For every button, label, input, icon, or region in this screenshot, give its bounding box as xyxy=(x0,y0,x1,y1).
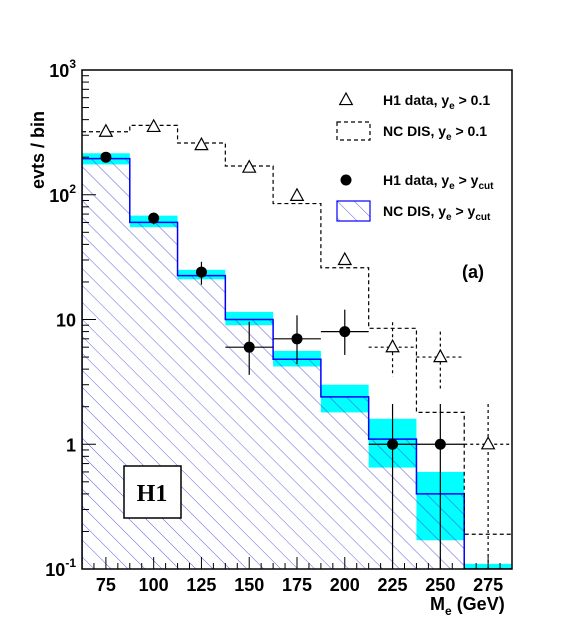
legend-label-part: NC DIS, y xyxy=(383,123,446,139)
circle-point xyxy=(434,438,446,450)
legend-label-part: NC DIS, y xyxy=(383,203,446,219)
legend-label-part: H1 data, y xyxy=(383,92,449,108)
legend-item: H1 data, ye > ycut xyxy=(340,172,494,192)
y-tick-exponent: 3 xyxy=(69,57,76,71)
hatch-bin xyxy=(273,359,321,569)
triangle-point xyxy=(146,118,161,133)
circle-point xyxy=(291,333,303,345)
h1-badge-box xyxy=(123,465,182,519)
legend-dashed-icon xyxy=(336,121,371,141)
mc-cut-outline xyxy=(82,157,512,569)
legend-label-part: cut xyxy=(478,181,494,192)
axes xyxy=(81,75,513,570)
triangle-point xyxy=(98,123,114,137)
panel-tag: (a) xyxy=(462,262,484,282)
legend-label-part: e xyxy=(449,101,455,112)
x-tick-label: 150 xyxy=(234,575,264,595)
legend-label-part: > 0.1 xyxy=(455,92,491,108)
legend-label-part: > 0.1 xyxy=(452,123,488,139)
x-tick-labels: 75 100 125 150 175 200 225 250 275 xyxy=(96,575,503,595)
triangle-point xyxy=(194,136,209,151)
hatch-bin xyxy=(82,158,130,569)
x-axis-title-sub: e xyxy=(445,604,452,618)
triangle-point xyxy=(337,251,353,266)
legend-item: NC DIS, ye > 0.1 xyxy=(336,121,487,143)
legend-label: H1 data, ye > ycut xyxy=(383,172,494,192)
x-tick-label: 275 xyxy=(473,575,503,595)
circle-point xyxy=(387,438,399,450)
legend-label-part: cut xyxy=(475,212,491,223)
legend-label-part: H1 data, y xyxy=(383,172,449,188)
circle-point xyxy=(243,341,255,353)
data-markers xyxy=(98,118,496,450)
circle-point xyxy=(195,266,207,278)
y-tick-base: 1 xyxy=(66,435,76,455)
legend-label-part: e xyxy=(446,132,452,143)
triangle-point xyxy=(385,338,400,353)
circle-point xyxy=(100,151,112,163)
x-tick-label: 175 xyxy=(282,575,312,595)
y-tick-base: 10 xyxy=(49,186,69,206)
y-tick-base: 10 xyxy=(56,311,76,331)
y-tick-label: 1 xyxy=(66,435,76,455)
x-tick-label: 75 xyxy=(96,575,116,595)
dashed-outline xyxy=(82,124,512,535)
legend-label: NC DIS, ye > ycut xyxy=(383,203,491,223)
y-tick-label: 10-1 xyxy=(45,556,76,580)
legend-item: H1 data, ye > 0.1 xyxy=(338,91,490,112)
circle-point xyxy=(148,212,160,224)
x-axis-title-main: M xyxy=(430,594,445,614)
triangle-point xyxy=(433,348,448,363)
y-tick-exponent: -1 xyxy=(65,556,76,570)
legend-item: NC DIS, ye > ycut xyxy=(336,200,491,223)
y-tick-label: 103 xyxy=(49,57,76,81)
legend-label-part: e xyxy=(446,212,452,223)
y-tick-label: 102 xyxy=(49,182,76,206)
legend-triangle-icon xyxy=(338,91,354,106)
x-tick-label: 125 xyxy=(186,575,216,595)
y-axis-title: evts / bin xyxy=(28,111,48,189)
legend-label-part: e xyxy=(449,181,455,192)
legend-circle-icon xyxy=(340,174,352,186)
nc-dis-01-histogram xyxy=(82,124,512,535)
hatch-bin xyxy=(177,275,226,569)
y-tick-exponent: 2 xyxy=(69,182,76,196)
y-tick-base: 10 xyxy=(49,61,69,81)
x-tick-label: 200 xyxy=(330,575,360,595)
y-tick-label: 10 xyxy=(56,311,76,331)
legend-label-part: > y xyxy=(452,203,476,219)
y-tick-base: 10 xyxy=(45,560,65,580)
x-axis-title: Me (GeV) xyxy=(430,594,505,618)
x-tick-label: 225 xyxy=(378,575,408,595)
h1-badge: H1 xyxy=(123,465,182,519)
legend-label: H1 data, ye > 0.1 xyxy=(383,92,490,112)
x-tick-label: 250 xyxy=(425,575,455,595)
hatch-bin xyxy=(320,396,369,569)
legend: H1 data, ye > 0.1NC DIS, ye > 0.1H1 data… xyxy=(336,91,494,223)
h1-badge-label: H1 xyxy=(137,481,168,507)
triangle-point xyxy=(241,159,257,173)
x-axis-title-unit: (GeV) xyxy=(452,594,505,614)
legend-label-part: > y xyxy=(455,172,479,188)
triangle-point xyxy=(289,187,305,201)
legend-hatch-icon xyxy=(336,200,371,222)
x-tick-label: 100 xyxy=(139,575,169,595)
triangle-point xyxy=(480,435,496,450)
legend-label: NC DIS, ye > 0.1 xyxy=(383,123,487,143)
circle-point xyxy=(339,326,351,338)
